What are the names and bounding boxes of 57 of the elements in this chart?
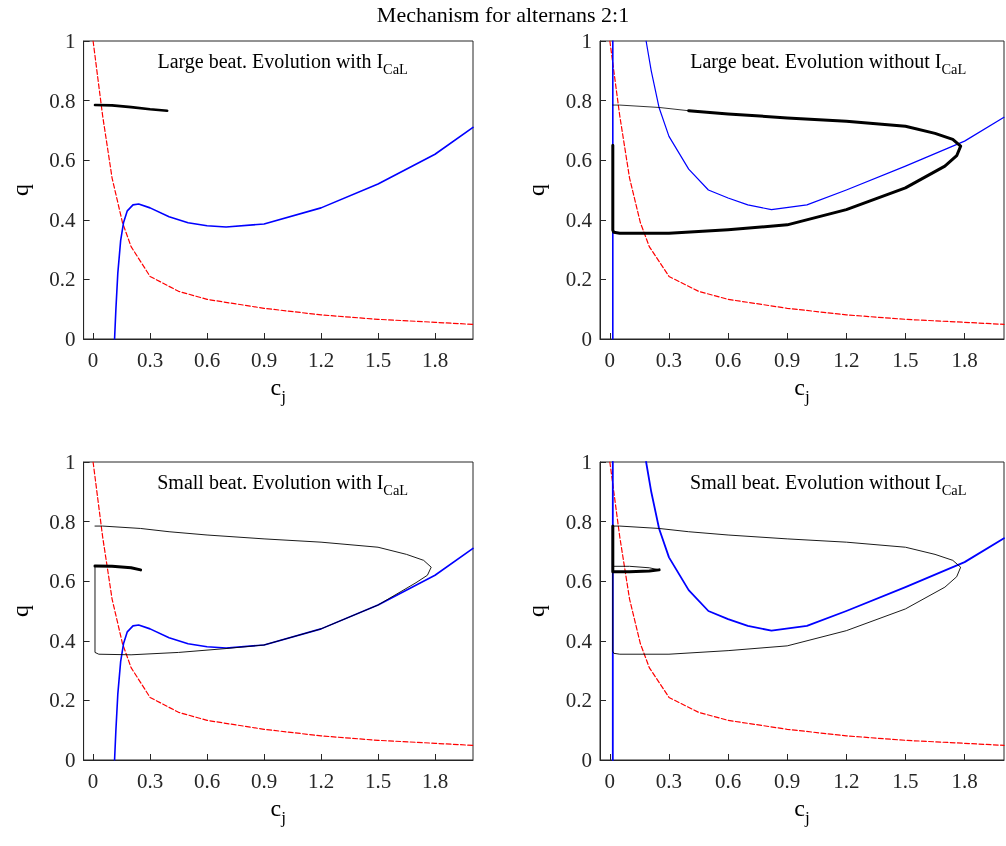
x-tick-label: 1.2	[833, 768, 860, 793]
y-tick-label: 1	[581, 450, 592, 474]
y-tick-label: 0.2	[49, 688, 76, 713]
x-tick-label: 1.5	[892, 768, 919, 793]
x-tick-label: 0	[87, 347, 99, 372]
y-tick-label: 0.2	[49, 267, 76, 292]
x-tick-label: 1.5	[364, 347, 392, 372]
y-tick-label: 0	[581, 748, 592, 772]
x-tick-label: 0.9	[774, 768, 801, 793]
x-tick-label: 1.5	[892, 347, 919, 372]
y-tick-label: 0.8	[565, 509, 592, 534]
x-tick-label: 1.2	[833, 347, 860, 372]
x-tick-label: 1.8	[421, 347, 449, 372]
y-tick-label: 0	[65, 327, 76, 351]
x-tick-label: 0.3	[655, 768, 683, 793]
y-tick-label: 0.4	[49, 207, 77, 232]
y-tick-label: 1	[65, 450, 76, 474]
x-tick-label: 0.9	[250, 768, 278, 793]
y-tick-label: 0.8	[49, 88, 76, 113]
y-tick-label: 0.6	[565, 148, 592, 173]
x-tick-label: 1.5	[364, 768, 392, 793]
y-tick-label: 0.2	[565, 688, 592, 713]
y-tick-label: 1	[65, 29, 76, 53]
x-tick-label: 0.6	[193, 347, 221, 372]
x-tick-label: 1.8	[421, 768, 449, 793]
x-tick-label: 0.9	[250, 347, 278, 372]
y-tick-label: 0.2	[565, 267, 592, 292]
y-tick-label: 0	[581, 327, 592, 351]
x-tick-label: 1.2	[307, 768, 335, 793]
x-tick-label: 0.3	[136, 768, 164, 793]
y-axis-title: q	[7, 184, 33, 196]
y-tick-label: 0.8	[49, 509, 76, 534]
x-tick-label: 0.6	[714, 768, 742, 793]
y-axis-title: q	[7, 605, 33, 617]
y-tick-label: 0.6	[565, 569, 592, 594]
x-tick-label: 0	[604, 347, 616, 372]
y-tick-label: 0.4	[49, 628, 77, 653]
y-axis-title: q	[523, 605, 550, 617]
x-tick-label: 0	[87, 768, 99, 793]
y-tick-label: 0.6	[49, 569, 76, 594]
x-tick-label: 1.2	[307, 347, 335, 372]
x-tick-label: 1.8	[951, 347, 978, 372]
y-tick-label: 0.8	[565, 88, 592, 113]
y-tick-label: 0	[65, 748, 76, 772]
x-tick-label: 0.3	[655, 347, 683, 372]
x-tick-label: 0.6	[193, 768, 221, 793]
y-tick-label: 0.6	[49, 148, 76, 173]
y-tick-label: 1	[581, 29, 592, 53]
x-tick-label: 0.3	[136, 347, 164, 372]
chart-title: Mechanism for alternans 2:1	[375, 2, 631, 28]
x-tick-label: 1.8	[951, 768, 978, 793]
y-tick-label: 0.4	[565, 207, 593, 232]
x-tick-label: 0.6	[714, 347, 742, 372]
x-tick-label: 0	[604, 768, 616, 793]
y-tick-label: 0.4	[565, 628, 593, 653]
y-axis-title: q	[523, 184, 550, 196]
x-tick-label: 0.9	[774, 347, 801, 372]
